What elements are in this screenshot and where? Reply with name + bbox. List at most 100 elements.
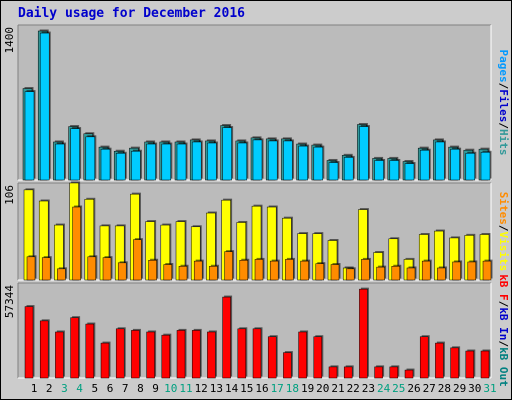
kbf-bar-29 <box>450 347 459 379</box>
files-bar-25 <box>389 160 400 181</box>
sites-bar-7 <box>117 262 127 281</box>
hits-legend-item-0: Pages <box>497 50 510 83</box>
x-tick-label-20: 20 <box>316 382 329 395</box>
files-bar-5 <box>85 136 96 181</box>
x-tick-label-4: 4 <box>76 382 83 395</box>
files-bar-29 <box>450 148 460 181</box>
sites-bar-26 <box>406 267 416 281</box>
files-bar-20 <box>313 146 324 181</box>
kbf-bar-10 <box>161 334 171 379</box>
kbf-bar-18 <box>283 352 292 379</box>
sites-bar-25 <box>391 266 401 281</box>
kbf-bar-21 <box>328 366 338 379</box>
sites-bar-31 <box>482 260 492 281</box>
x-tick-label-26: 26 <box>407 382 420 395</box>
x-tick-label-15: 15 <box>240 382 253 395</box>
x-tick-label-22: 22 <box>347 382 360 395</box>
files-bar-3 <box>55 143 65 181</box>
kbf-bar-3 <box>55 331 64 379</box>
x-tick-label-13: 13 <box>210 382 223 395</box>
kbf-bar-4 <box>70 317 79 379</box>
x-tick-label-3: 3 <box>61 382 68 395</box>
kbf-bar-22 <box>343 366 353 379</box>
sites-bar-13 <box>209 266 218 281</box>
x-tick-label-9: 9 <box>152 382 159 395</box>
x-tick-label-25: 25 <box>392 382 405 395</box>
files-bar-23 <box>359 126 369 181</box>
chart-title: Daily usage for December 2016 <box>18 6 245 21</box>
sites-bar-19 <box>300 260 309 281</box>
x-tick-label-10: 10 <box>164 382 177 395</box>
sites-bar-16 <box>254 259 264 281</box>
sites-bar-1 <box>26 256 36 281</box>
sites-bar-3 <box>57 268 66 281</box>
hits-legend-item-2: Files <box>497 89 510 122</box>
x-tick-label-8: 8 <box>137 382 144 395</box>
hits-legend-item-3: / <box>497 122 510 129</box>
x-tick-label-23: 23 <box>362 382 375 395</box>
visits-legend-item-1: / <box>497 225 510 232</box>
sites-bar-27 <box>421 260 431 281</box>
files-bar-8 <box>131 150 141 181</box>
sites-bar-2 <box>41 257 51 281</box>
kb-legend-item-3: / <box>497 340 510 347</box>
sites-bar-24 <box>376 266 385 281</box>
files-bar-31 <box>480 152 491 181</box>
x-tick-label-24: 24 <box>377 382 391 395</box>
files-bar-13 <box>207 142 217 181</box>
files-bar-14 <box>222 127 232 181</box>
kbf-bar-13 <box>207 331 216 379</box>
kbf-bar-23 <box>359 288 368 379</box>
kbf-bar-15 <box>237 328 247 379</box>
kbf-bar-25 <box>389 366 399 379</box>
files-bar-10 <box>161 143 172 181</box>
kbf-bar-20 <box>313 336 323 379</box>
files-bar-12 <box>191 141 202 181</box>
x-tick-label-6: 6 <box>107 382 114 395</box>
kbf-bar-17 <box>267 336 277 379</box>
x-tick-label-27: 27 <box>423 382 436 395</box>
kbf-bar-30 <box>465 350 475 379</box>
files-bar-15 <box>237 142 248 181</box>
kbf-bar-9 <box>146 331 155 379</box>
files-bar-11 <box>176 143 187 181</box>
x-tick-label-12: 12 <box>195 382 208 395</box>
x-tick-label-18: 18 <box>286 382 299 395</box>
visits-y-label: 106 <box>3 185 16 205</box>
kb-legend-item-4: kB Out <box>497 347 510 387</box>
sites-bar-18 <box>285 259 294 281</box>
files-bar-22 <box>343 157 354 181</box>
sites-bar-30 <box>467 261 477 281</box>
files-bar-9 <box>146 143 156 181</box>
sites-bar-20 <box>315 263 325 281</box>
sites-bar-8 <box>133 239 142 281</box>
hits-y-label: 1400 <box>3 27 16 54</box>
files-bar-18 <box>283 140 293 181</box>
x-tick-label-29: 29 <box>453 382 466 395</box>
sites-bar-21 <box>330 264 340 281</box>
sites-bar-12 <box>193 260 203 281</box>
kbf-bar-16 <box>252 328 262 379</box>
files-bar-21 <box>328 162 339 181</box>
sites-bar-9 <box>148 260 157 281</box>
files-bar-2 <box>39 32 50 181</box>
kbf-bar-12 <box>191 330 201 379</box>
files-bar-7 <box>115 153 126 181</box>
sites-bar-28 <box>437 267 446 281</box>
sites-bar-4 <box>72 206 81 281</box>
kbf-bar-31 <box>480 350 490 379</box>
files-bar-27 <box>419 149 430 181</box>
files-bar-24 <box>374 160 384 181</box>
kbf-bar-2 <box>39 320 49 379</box>
x-tick-label-2: 2 <box>46 382 53 395</box>
sites-bar-6 <box>102 257 112 281</box>
x-tick-label-7: 7 <box>122 382 129 395</box>
kbf-bar-19 <box>298 331 307 379</box>
kbf-bar-24 <box>374 366 383 379</box>
x-tick-label-16: 16 <box>255 382 268 395</box>
x-tick-label-30: 30 <box>468 382 481 395</box>
x-tick-label-31: 31 <box>483 382 496 395</box>
kbf-bar-5 <box>85 323 95 379</box>
kb-legend-item-0: kB F <box>497 274 510 301</box>
visits-legend: Sites/Visits <box>497 192 510 272</box>
